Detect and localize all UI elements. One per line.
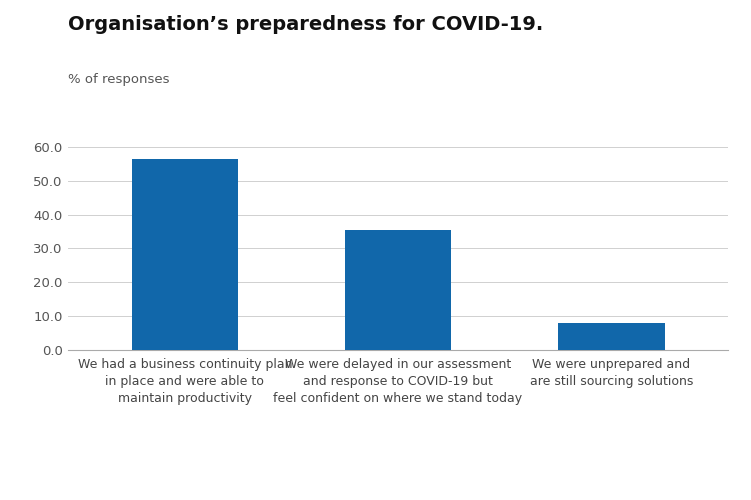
Text: Organisation’s preparedness for COVID-19.: Organisation’s preparedness for COVID-19… (68, 15, 543, 34)
Bar (131, 158, 238, 350)
Bar (345, 230, 451, 350)
Bar (558, 323, 665, 350)
Text: % of responses: % of responses (68, 72, 169, 86)
